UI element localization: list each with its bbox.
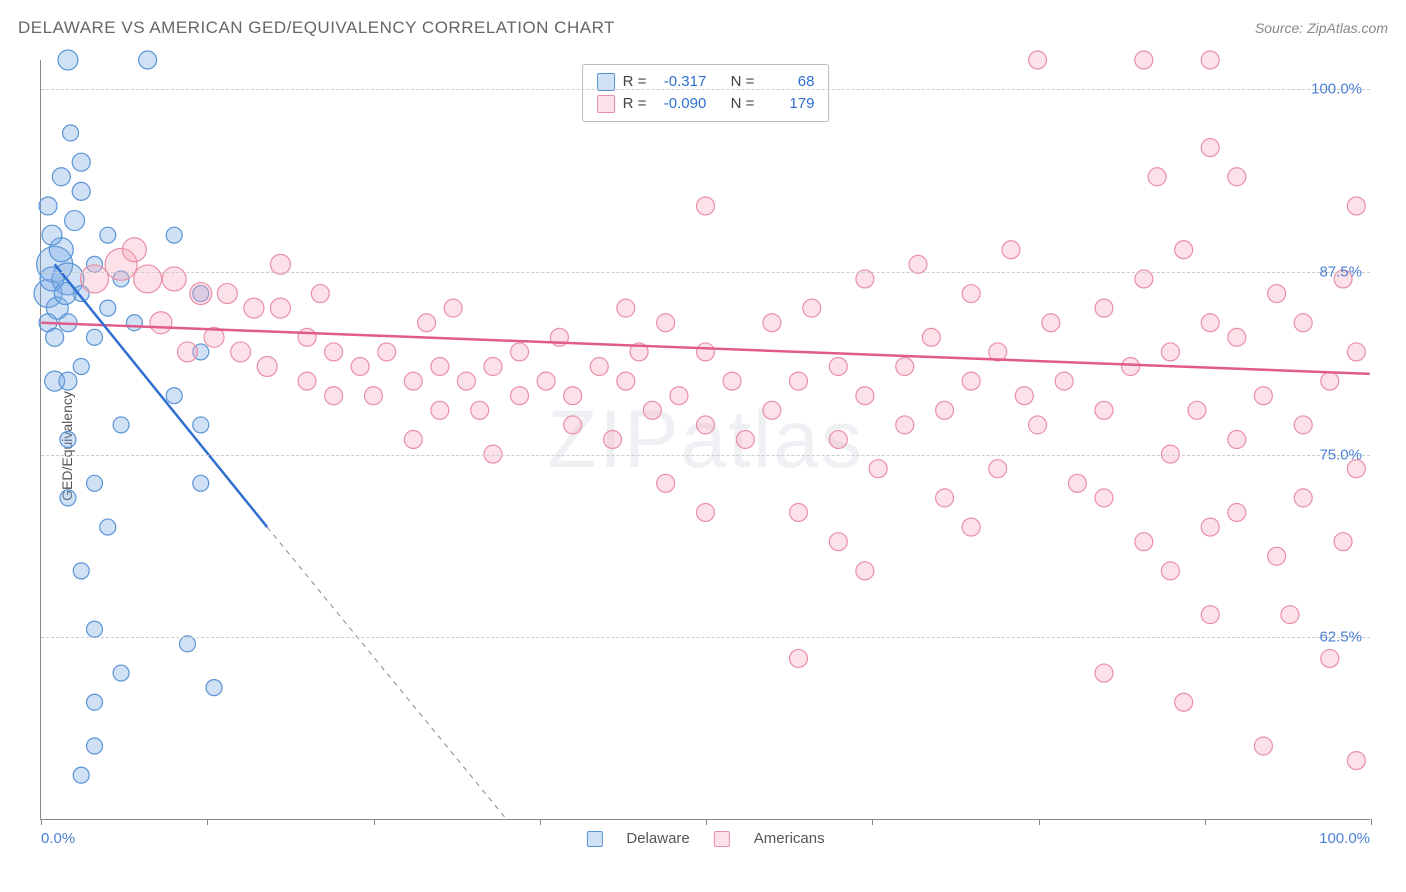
n-value: 179 xyxy=(762,93,814,115)
swatch-americans xyxy=(714,831,730,847)
chart-title: DELAWARE VS AMERICAN GED/EQUIVALENCY COR… xyxy=(18,18,615,38)
xaxis-max-label: 100.0% xyxy=(1319,830,1370,847)
chart-svg xyxy=(41,60,1370,819)
swatch-americans xyxy=(597,95,615,113)
legend-label: Delaware xyxy=(626,830,689,847)
source-label: Source: ZipAtlas.com xyxy=(1255,20,1388,36)
ytick-label: 62.5% xyxy=(1319,629,1362,646)
ytick-label: 75.0% xyxy=(1319,446,1362,463)
ytick-label: 100.0% xyxy=(1311,81,1362,98)
stats-row-1: R = -0.090 N = 179 xyxy=(597,93,815,115)
legend-label: Americans xyxy=(754,830,825,847)
swatch-delaware xyxy=(586,831,602,847)
ytick-label: 87.5% xyxy=(1319,263,1362,280)
series-legend: Delaware Americans xyxy=(586,830,824,847)
xaxis-min-label: 0.0% xyxy=(41,830,75,847)
stats-legend: R = -0.317 N = 68 R = -0.090 N = 179 xyxy=(582,64,830,122)
plot-area: ZIPatlas R = -0.317 N = 68 R = -0.090 N … xyxy=(40,60,1370,820)
n-label: N = xyxy=(731,93,755,115)
r-value: -0.090 xyxy=(654,93,706,115)
r-label: R = xyxy=(623,93,647,115)
